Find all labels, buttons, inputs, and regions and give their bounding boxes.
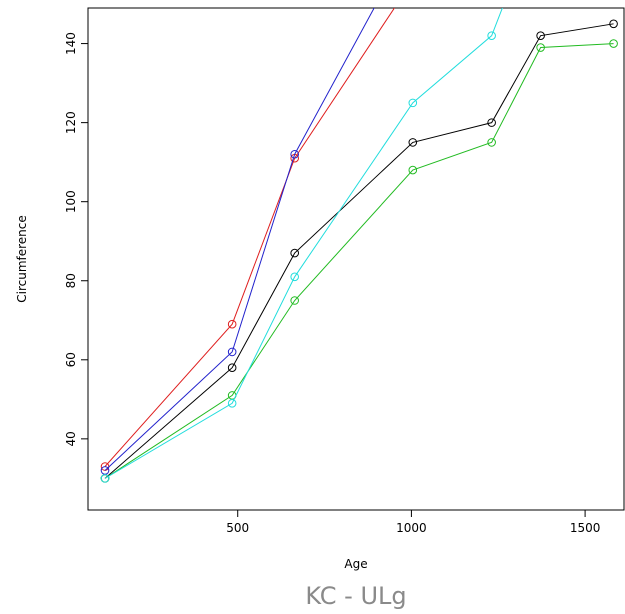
y-tick-label: 40 [64, 431, 78, 446]
point [408, 98, 418, 108]
point [290, 272, 299, 282]
series-line [104, 8, 503, 479]
x-tick-label: 1500 [570, 521, 601, 535]
x-axis-title: Age [344, 557, 367, 571]
point [227, 347, 237, 357]
point [536, 31, 545, 40]
point [408, 165, 418, 175]
footer: KC - ULg [305, 582, 406, 610]
point [536, 43, 545, 52]
series-line [104, 23, 614, 479]
y-tick-label: 120 [64, 111, 78, 134]
point [290, 296, 299, 305]
y-tick-label: 100 [64, 190, 78, 213]
y-tick-label: 80 [64, 273, 78, 288]
y-axis-title: Circumference [15, 215, 29, 303]
point [609, 19, 618, 29]
point [487, 138, 496, 147]
series-line [104, 8, 375, 471]
point [290, 248, 299, 258]
point [100, 474, 110, 483]
point [487, 118, 496, 127]
series-line [104, 43, 614, 479]
x-tick-label: 1000 [396, 521, 427, 535]
point [227, 319, 237, 329]
series-line [104, 8, 396, 467]
point [227, 363, 237, 373]
point [408, 138, 418, 147]
point [227, 398, 237, 408]
plot-area [100, 8, 618, 483]
y-tick-label: 60 [64, 352, 78, 367]
point [609, 39, 618, 48]
point [290, 149, 299, 159]
point [487, 31, 496, 40]
y-tick-label: 140 [64, 32, 78, 55]
x-tick-label: 500 [226, 521, 249, 535]
plot-frame [87, 7, 625, 511]
